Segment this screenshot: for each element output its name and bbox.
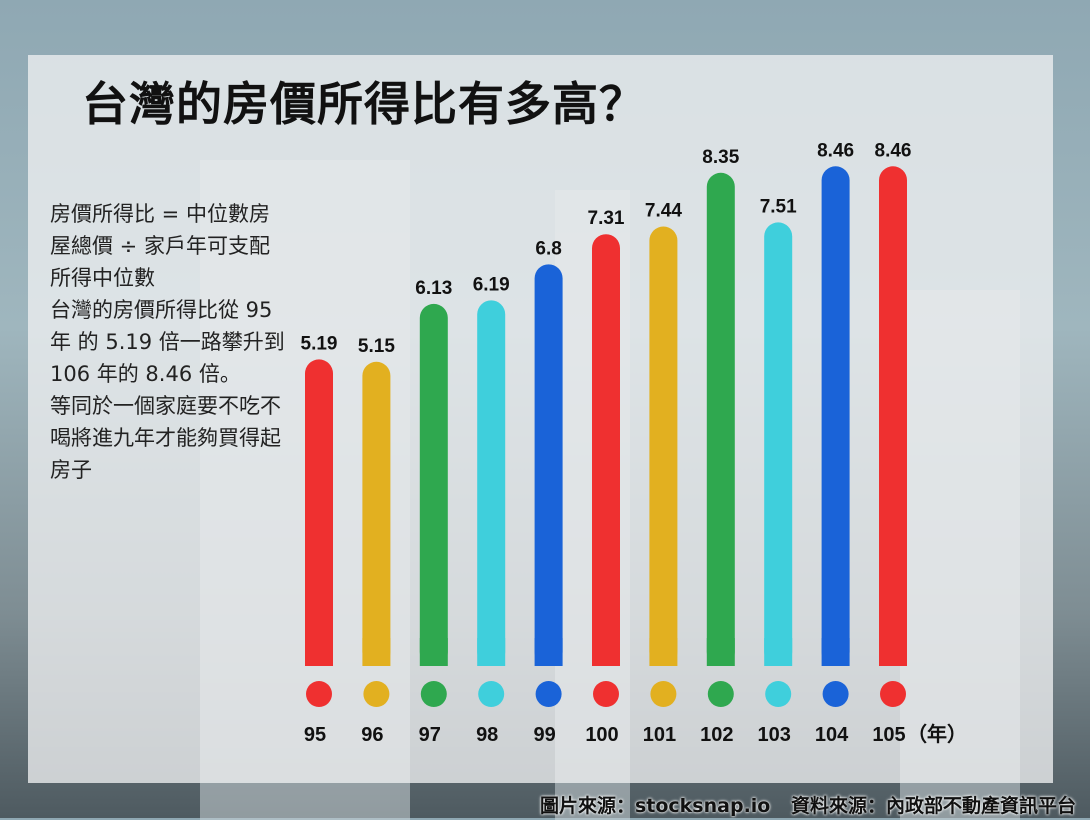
x-unit-label: （年） xyxy=(907,722,967,746)
value-label: 6.8 xyxy=(535,238,561,259)
value-label: 6.13 xyxy=(415,278,452,299)
category-dot xyxy=(478,681,505,707)
category-dot xyxy=(306,681,332,707)
bar-base xyxy=(649,638,678,666)
bar xyxy=(706,172,735,666)
description-conclusion: 等同於一個家庭要不吃不喝將進九年才能夠買得起房子 xyxy=(50,394,281,482)
description-trend: 台灣的房價所得比從 95 年 的 5.19 倍一路攀升到 106 年的 8.46… xyxy=(50,298,285,386)
value-label: 5.15 xyxy=(358,336,395,357)
tick-label: 96 xyxy=(361,724,383,746)
value-label: 7.44 xyxy=(645,201,682,222)
tick-label: 99 xyxy=(533,724,555,746)
tick-label: 97 xyxy=(419,724,441,746)
bar-base xyxy=(534,638,563,666)
bar-base xyxy=(419,638,448,666)
image-credit: 圖片來源：stocksnap.io xyxy=(539,795,771,817)
category-dot xyxy=(822,681,849,707)
value-label: 6.19 xyxy=(473,274,510,295)
category-dot xyxy=(707,681,734,707)
bar xyxy=(649,226,678,666)
page-title: 台灣的房價所得比有多高？ xyxy=(82,77,646,131)
category-dot xyxy=(650,681,677,707)
bar xyxy=(305,359,333,666)
bar-base xyxy=(879,638,907,666)
value-label: 7.31 xyxy=(588,208,625,229)
tick-label: 98 xyxy=(476,724,498,746)
bar-base xyxy=(592,638,620,666)
value-label: 8.46 xyxy=(817,140,854,161)
tick-label: 103 xyxy=(758,724,791,746)
bar xyxy=(879,166,907,666)
bar xyxy=(821,166,850,666)
bar xyxy=(477,300,506,666)
bar xyxy=(419,303,448,666)
category-dot xyxy=(593,681,619,707)
data-credit: 資料來源：內政部不動產資訊平台 xyxy=(790,795,1076,817)
bar xyxy=(764,222,793,666)
tick-label: 101 xyxy=(643,724,676,746)
tick-label: 100 xyxy=(585,724,618,746)
bar xyxy=(362,361,391,666)
bar xyxy=(592,234,620,666)
bar-base xyxy=(821,638,850,666)
tick-label: 102 xyxy=(700,724,733,746)
bar-base xyxy=(362,638,391,666)
credits: 圖片來源：stocksnap.io 資料來源：內政部不動產資訊平台 xyxy=(540,791,1076,818)
category-dot xyxy=(420,681,447,707)
description-formula: 房價所得比 = 中位數房屋總價 ÷ 家戶年可支配所得中位數 xyxy=(50,202,270,290)
value-label: 5.19 xyxy=(301,333,338,354)
tick-label: 104 xyxy=(815,724,849,746)
value-label: 8.46 xyxy=(875,140,912,161)
category-dot xyxy=(765,681,792,707)
bar-base xyxy=(305,638,333,666)
category-dot xyxy=(880,681,906,707)
category-dot xyxy=(535,681,562,707)
tick-label: 95 xyxy=(304,724,326,746)
value-label: 8.35 xyxy=(702,147,739,168)
category-dot xyxy=(363,681,390,707)
bar xyxy=(534,264,563,666)
description: 房價所得比 = 中位數房屋總價 ÷ 家戶年可支配所得中位數 台灣的房價所得比從 … xyxy=(50,198,285,486)
tick-label: 105 xyxy=(872,724,905,746)
bar-base xyxy=(477,638,506,666)
bar-base xyxy=(706,638,735,666)
value-label: 7.51 xyxy=(760,196,797,217)
bar-base xyxy=(764,638,793,666)
